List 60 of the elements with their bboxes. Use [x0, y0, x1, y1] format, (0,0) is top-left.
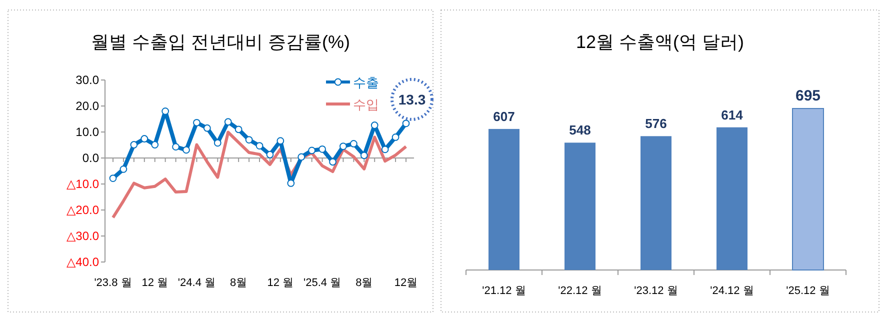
point	[360, 152, 368, 160]
line-series	[112, 130, 408, 220]
chart-title: 12월 수출액(억 달러)	[576, 32, 744, 52]
point	[318, 145, 326, 153]
y-tick-label: △30.0	[66, 229, 100, 243]
point	[266, 150, 274, 158]
point	[120, 165, 128, 173]
data-label: 607	[493, 108, 515, 124]
x-tick-label: '23.8 월	[94, 277, 132, 289]
point	[182, 146, 190, 154]
x-tick-label: 12 월	[267, 277, 294, 289]
point	[287, 180, 295, 187]
x-tick-label: '24.4 월	[178, 277, 216, 289]
chart-title: 월별 수출입 전년대비 증감률(%)	[91, 32, 350, 52]
data-label: 548	[569, 122, 591, 138]
point	[203, 124, 211, 132]
point	[162, 108, 170, 115]
point	[298, 153, 306, 161]
y-tick-label: 30.0	[76, 73, 100, 87]
y-tick-label: △20.0	[66, 203, 100, 217]
data-label: 614	[721, 107, 744, 122]
point	[350, 140, 358, 148]
y-tick-label: △10.0	[66, 177, 100, 191]
point	[402, 120, 410, 128]
point	[172, 143, 180, 151]
x-tick-label: '22.12 월	[558, 285, 602, 297]
x-tick-label: 8월	[356, 277, 373, 289]
point	[245, 136, 253, 144]
x-tick-label: 12월	[394, 277, 418, 289]
point	[109, 174, 117, 182]
point	[308, 146, 316, 154]
y-tick-label: 10.0	[76, 125, 100, 139]
point	[214, 139, 222, 147]
point	[381, 146, 389, 154]
x-tick-label: 8월	[230, 277, 248, 289]
data-label: 695	[795, 88, 821, 104]
point	[256, 142, 264, 150]
legend-label: 수출	[353, 75, 379, 90]
annotation: 13.3	[398, 91, 426, 108]
point	[340, 142, 347, 150]
data-label: 576	[645, 116, 667, 132]
point	[224, 118, 232, 126]
x-tick-label: '25.4 월	[303, 277, 342, 289]
x-tick-label: 12 월	[142, 277, 168, 289]
y-tick-label: △40.0	[66, 255, 100, 269]
point	[140, 135, 148, 142]
legend-label: 수입	[353, 97, 379, 112]
x-tick-label: '24.12 월	[710, 285, 754, 297]
x-tick-label: '25.12 월	[786, 285, 830, 297]
point	[329, 158, 336, 166]
point	[151, 141, 159, 148]
point	[392, 134, 400, 141]
point	[370, 122, 378, 129]
x-tick-label: '23.12 월	[634, 285, 678, 297]
y-tick-label: 0.0	[82, 151, 100, 165]
point	[130, 141, 138, 148]
x-tick-label: '21.12 월	[482, 285, 526, 297]
point	[193, 118, 200, 126]
y-tick-label: 20.0	[76, 99, 100, 113]
point	[234, 126, 242, 134]
